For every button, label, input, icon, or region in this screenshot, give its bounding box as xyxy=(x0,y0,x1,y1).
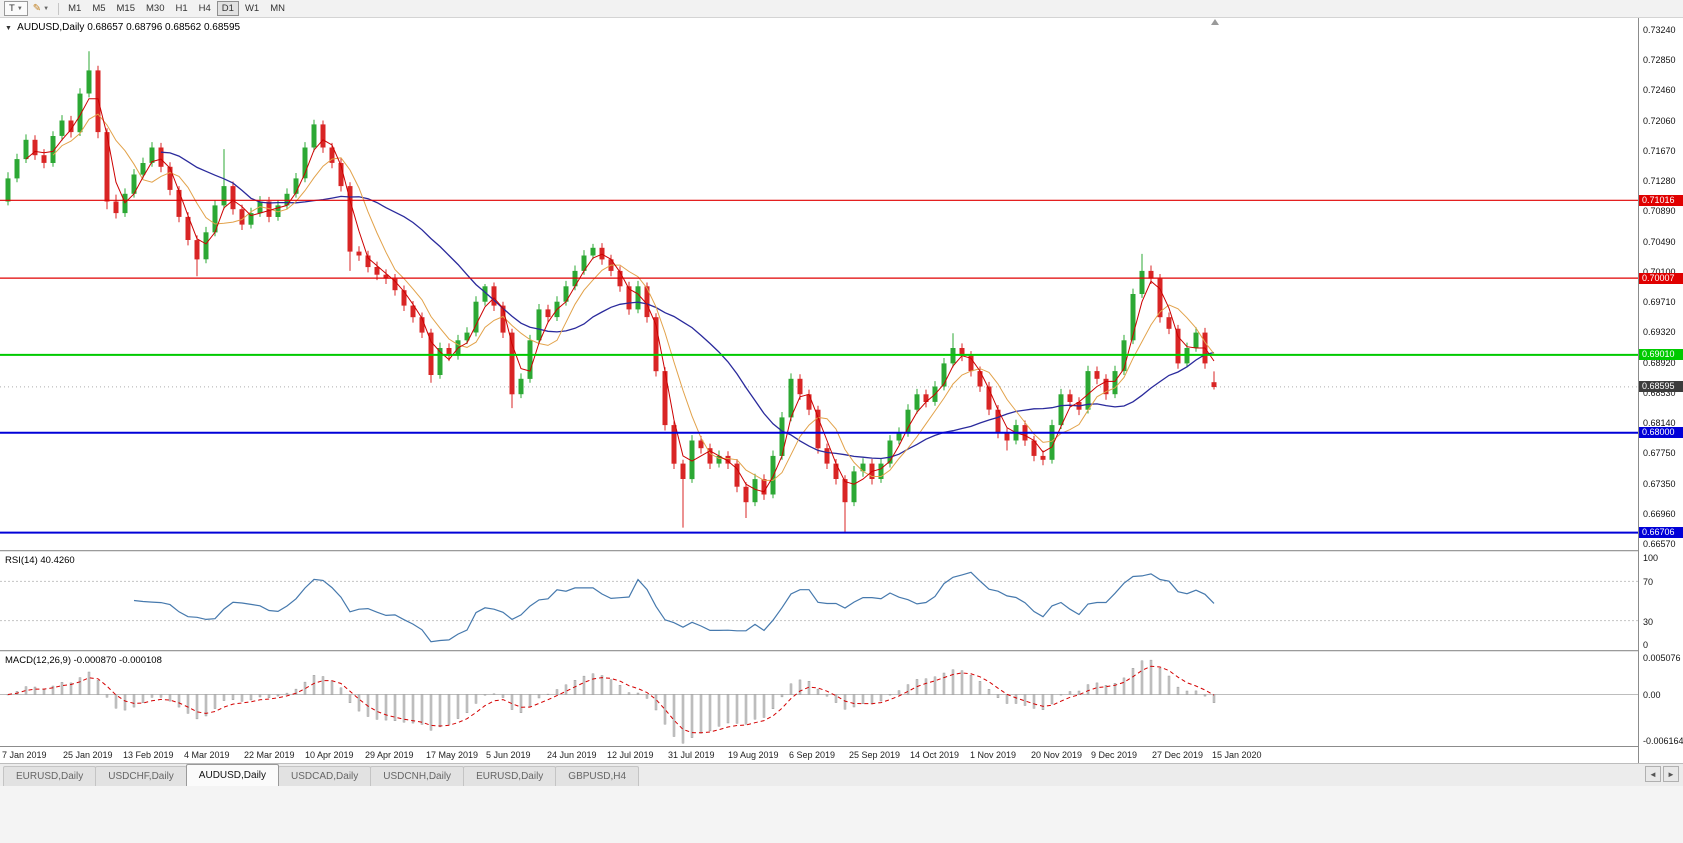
symbol-tab-usdchf-daily[interactable]: USDCHF,Daily xyxy=(95,766,187,786)
price-axis-label: 0.70890 xyxy=(1643,206,1676,216)
symbol-tab-bar: EURUSD,Daily USDCHF,Daily AUDUSD,Daily USDC… xyxy=(0,763,1683,786)
price-axis-label: 0.72850 xyxy=(1643,55,1676,65)
date-axis-label: 22 Mar 2019 xyxy=(244,750,295,760)
price-axis-label: 0.68530 xyxy=(1643,388,1676,398)
chart-title: ▼ AUDUSD,Daily 0.68657 0.68796 0.68562 0… xyxy=(5,22,240,33)
price-axis-label: 0.67350 xyxy=(1643,479,1676,489)
macd-axis-label: 0.00 xyxy=(1643,690,1661,700)
date-axis-label: 31 Jul 2019 xyxy=(668,750,715,760)
date-axis-label: 25 Jan 2019 xyxy=(63,750,113,760)
tab-scroll-right-button[interactable]: ► xyxy=(1663,766,1679,782)
date-axis-label: 13 Feb 2019 xyxy=(123,750,174,760)
text-tool-label: T xyxy=(9,3,15,14)
price-scale[interactable]: 0.73240 0.72850 0.72460 0.72060 0.71670 0.712… xyxy=(1638,18,1683,763)
chevron-down-icon: ▼ xyxy=(16,5,23,12)
crayon-tool-button[interactable]: ✎ ▼ xyxy=(28,1,54,16)
price-axis-label: 0.69710 xyxy=(1643,297,1676,307)
price-axis-label: 0.70100 xyxy=(1643,267,1676,277)
date-axis-label: 17 May 2019 xyxy=(426,750,479,760)
rsi-indicator-plot[interactable] xyxy=(0,552,1638,650)
date-axis-label: 5 Jun 2019 xyxy=(486,750,531,760)
rsi-axis-label: 100 xyxy=(1643,553,1659,563)
chart-shift-marker-icon xyxy=(1211,19,1219,25)
macd-indicator-plot[interactable] xyxy=(0,652,1638,746)
symbol-tab-usdcad-daily[interactable]: USDCAD,Daily xyxy=(278,766,372,786)
chart-toolbar: T ▼ ✎ ▼ M1 M5 M15 M30 H1 H4 D1 W1 MN xyxy=(0,0,1683,18)
rsi-axis-label: 30 xyxy=(1643,617,1654,627)
date-axis-label: 1 Nov 2019 xyxy=(970,750,1017,760)
timeframe-mn-button[interactable]: MN xyxy=(270,3,285,14)
price-level-tag: 0.66706 xyxy=(1639,527,1683,538)
timeframe-h4-button[interactable]: H4 xyxy=(198,3,211,14)
tab-scroll-buttons: ◄ ► xyxy=(1645,766,1679,782)
date-axis-label: 14 Oct 2019 xyxy=(910,750,960,760)
symbol-tab-eurusd-daily[interactable]: EURUSD,Daily xyxy=(463,766,557,786)
price-level-tag: 0.69010 xyxy=(1639,349,1683,360)
macd-axis-label: 0.005076 xyxy=(1643,653,1681,663)
symbol-tab-usdcnh-daily[interactable]: USDCNH,Daily xyxy=(370,766,465,786)
current-price-tag: 0.68595 xyxy=(1639,381,1683,392)
timeframe-h1-button[interactable]: H1 xyxy=(175,3,188,14)
chevron-down-icon: ▼ xyxy=(43,5,50,12)
date-axis-label: 10 Apr 2019 xyxy=(305,750,354,760)
rsi-indicator-label: RSI(14) 40.4260 xyxy=(5,555,75,566)
price-axis-label: 0.68920 xyxy=(1643,358,1676,368)
symbol-tab-audusd-daily[interactable]: AUDUSD,Daily xyxy=(185,764,280,786)
date-axis[interactable]: 7 Jan 2019 25 Jan 2019 13 Feb 2019 4 Mar 20… xyxy=(0,746,1638,763)
price-level-tag: 0.70007 xyxy=(1639,273,1683,284)
date-axis-label: 20 Nov 2019 xyxy=(1031,750,1083,760)
date-axis-label: 9 Dec 2019 xyxy=(1091,750,1138,760)
date-axis-label: 7 Jan 2019 xyxy=(2,750,47,760)
price-axis-label: 0.72460 xyxy=(1643,85,1676,95)
price-level-tag: 0.68000 xyxy=(1639,427,1683,438)
price-axis-label: 0.73240 xyxy=(1643,25,1676,35)
timeframe-button-group: M1 M5 M15 M30 H1 H4 D1 W1 MN xyxy=(63,1,290,16)
chart-symbol-period: AUDUSD,Daily xyxy=(17,22,85,33)
date-axis-label: 4 Mar 2019 xyxy=(184,750,230,760)
price-axis-label: 0.70490 xyxy=(1643,237,1676,247)
symbol-tab-gbpusd-h4[interactable]: GBPUSD,H4 xyxy=(555,766,640,786)
chart-ohlc-values: 0.68657 0.68796 0.68562 0.68595 xyxy=(87,22,241,33)
price-axis-label: 0.67750 xyxy=(1643,448,1676,458)
macd-axis-label: -0.006164 xyxy=(1643,736,1683,746)
tab-scroll-left-button[interactable]: ◄ xyxy=(1645,766,1661,782)
price-axis-label: 0.68140 xyxy=(1643,418,1676,428)
price-axis-label: 0.69320 xyxy=(1643,327,1676,337)
panel-separator[interactable] xyxy=(0,650,1638,652)
date-axis-label: 25 Sep 2019 xyxy=(849,750,901,760)
price-axis-label: 0.66960 xyxy=(1643,509,1676,519)
rsi-axis-label: 0 xyxy=(1643,640,1649,650)
date-axis-label: 15 Jan 2020 xyxy=(1212,750,1262,760)
date-axis-label: 19 Aug 2019 xyxy=(728,750,779,760)
candlestick-chart-plot[interactable] xyxy=(0,18,1638,550)
chart-menu-arrow-icon: ▼ xyxy=(5,25,12,32)
price-axis-label: 0.72060 xyxy=(1643,116,1676,126)
text-tool-button[interactable]: T ▼ xyxy=(4,1,28,16)
macd-indicator-label: MACD(12,26,9) -0.000870 -0.000108 xyxy=(5,655,162,666)
price-level-tag: 0.71016 xyxy=(1639,195,1683,206)
rsi-axis-label: 70 xyxy=(1643,577,1654,587)
bottom-filler xyxy=(0,786,1683,843)
price-axis-label: 0.71670 xyxy=(1643,146,1676,156)
timeframe-m5-button[interactable]: M5 xyxy=(92,3,106,14)
symbol-tab-eurusd-daily[interactable]: EURUSD,Daily xyxy=(3,766,97,786)
timeframe-m1-button[interactable]: M1 xyxy=(68,3,82,14)
timeframe-w1-button[interactable]: W1 xyxy=(244,3,260,14)
price-axis-label: 0.66570 xyxy=(1643,539,1676,549)
date-axis-label: 27 Dec 2019 xyxy=(1152,750,1204,760)
timeframe-m30-button[interactable]: M30 xyxy=(146,3,165,14)
toolbar-separator xyxy=(58,2,60,15)
timeframe-m15-button[interactable]: M15 xyxy=(116,3,135,14)
panel-separator[interactable] xyxy=(0,550,1638,552)
date-axis-label: 29 Apr 2019 xyxy=(365,750,414,760)
date-axis-label: 6 Sep 2019 xyxy=(789,750,836,760)
timeframe-d1-button[interactable]: D1 xyxy=(216,1,239,16)
crayon-icon: ✎ xyxy=(32,2,42,14)
price-axis-label: 0.71280 xyxy=(1643,176,1676,186)
date-axis-label: 12 Jul 2019 xyxy=(607,750,654,760)
date-axis-label: 24 Jun 2019 xyxy=(547,750,597,760)
